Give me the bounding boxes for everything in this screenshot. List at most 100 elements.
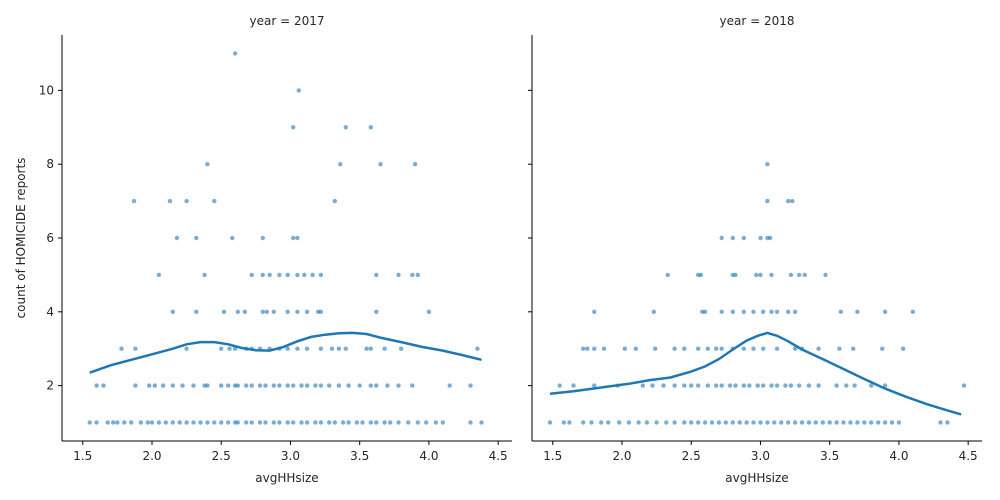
data-point <box>855 420 860 425</box>
data-point <box>592 309 597 314</box>
data-point <box>235 420 240 425</box>
data-point <box>302 272 307 278</box>
y-tick-label: 2 <box>46 379 54 393</box>
data-point <box>754 272 759 278</box>
data-point <box>226 420 231 425</box>
data-point <box>799 420 805 425</box>
data-point <box>592 346 597 351</box>
data-point <box>447 383 452 388</box>
data-point <box>665 272 670 278</box>
data-point <box>202 272 207 278</box>
data-point <box>761 383 766 388</box>
x-tick-label: 4.5 <box>959 449 978 463</box>
data-point <box>156 272 162 278</box>
data-point <box>758 272 763 278</box>
data-point <box>581 346 586 351</box>
data-point <box>87 420 92 425</box>
data-point <box>689 383 694 388</box>
data-point <box>653 346 658 351</box>
data-point <box>105 420 110 425</box>
y-tick-label: 10 <box>39 83 54 97</box>
data-point <box>841 420 846 425</box>
data-point <box>152 383 157 388</box>
data-point <box>585 346 590 351</box>
lowess-line <box>549 331 962 416</box>
x-tick-label: 3.0 <box>281 449 300 463</box>
data-point <box>410 383 415 388</box>
data-point <box>896 420 902 425</box>
data-point <box>235 383 240 388</box>
data-point <box>170 420 175 425</box>
x-tick-label: 4.5 <box>489 449 508 463</box>
data-point <box>133 346 138 351</box>
data-point <box>426 309 432 314</box>
data-point <box>727 383 733 388</box>
data-point <box>852 383 857 388</box>
data-point <box>191 383 196 388</box>
data-point <box>730 235 735 241</box>
data-point <box>205 383 210 388</box>
data-point <box>119 346 124 351</box>
data-point <box>174 235 180 241</box>
panel-2017: year = 2017 1.5 2.0 2.5 3.0 3.5 4.0 4.5 2 4 6 8 10… <box>14 14 512 485</box>
lowess-curve <box>549 331 962 416</box>
data-point <box>410 272 415 278</box>
data-point <box>198 420 203 425</box>
data-point <box>232 51 238 56</box>
data-point <box>184 346 189 351</box>
data-point <box>741 383 746 388</box>
data-point <box>304 309 310 314</box>
data-point <box>650 383 655 388</box>
data-point <box>733 272 738 278</box>
data-point <box>751 420 756 425</box>
data-point <box>338 162 343 167</box>
data-point <box>719 346 724 351</box>
data-point <box>221 309 227 314</box>
data-point <box>271 420 276 425</box>
data-point <box>147 383 152 388</box>
x-tick-label: 3.0 <box>751 449 770 463</box>
data-point <box>440 420 445 425</box>
x-tick-label: 3.5 <box>820 449 839 463</box>
x-tick-label: 2.0 <box>612 449 631 463</box>
panel-title: year = 2018 <box>720 14 795 28</box>
data-point <box>406 420 411 425</box>
data-point <box>291 420 296 425</box>
data-point <box>719 383 724 388</box>
data-point <box>318 383 324 388</box>
data-point <box>412 162 418 167</box>
data-point <box>741 309 746 314</box>
data-point <box>702 420 708 425</box>
data-point <box>304 346 310 351</box>
data-point <box>295 235 300 241</box>
data-point <box>184 420 189 425</box>
y-tick-label: 6 <box>46 231 54 245</box>
data-point <box>758 420 763 425</box>
data-point <box>277 383 282 388</box>
data-point <box>368 125 373 130</box>
x-tick-label: 4.0 <box>889 449 908 463</box>
data-point <box>882 309 888 314</box>
data-point <box>765 420 770 425</box>
data-point <box>862 420 867 425</box>
data-point <box>212 198 217 204</box>
data-point <box>938 420 943 425</box>
data-point <box>267 272 272 278</box>
data-point <box>889 420 895 425</box>
data-point <box>235 309 240 314</box>
data-point <box>786 309 791 314</box>
data-point <box>900 346 906 351</box>
data-point <box>313 383 318 388</box>
data-point <box>219 383 224 388</box>
data-point <box>263 420 268 425</box>
data-point <box>122 420 127 425</box>
data-point <box>295 309 300 314</box>
data-point <box>626 420 632 425</box>
data-point <box>291 125 296 130</box>
data-point <box>765 162 770 167</box>
data-point <box>396 272 401 278</box>
data-point <box>761 309 766 314</box>
data-point <box>368 383 373 388</box>
x-tick-label: 3.5 <box>350 449 369 463</box>
